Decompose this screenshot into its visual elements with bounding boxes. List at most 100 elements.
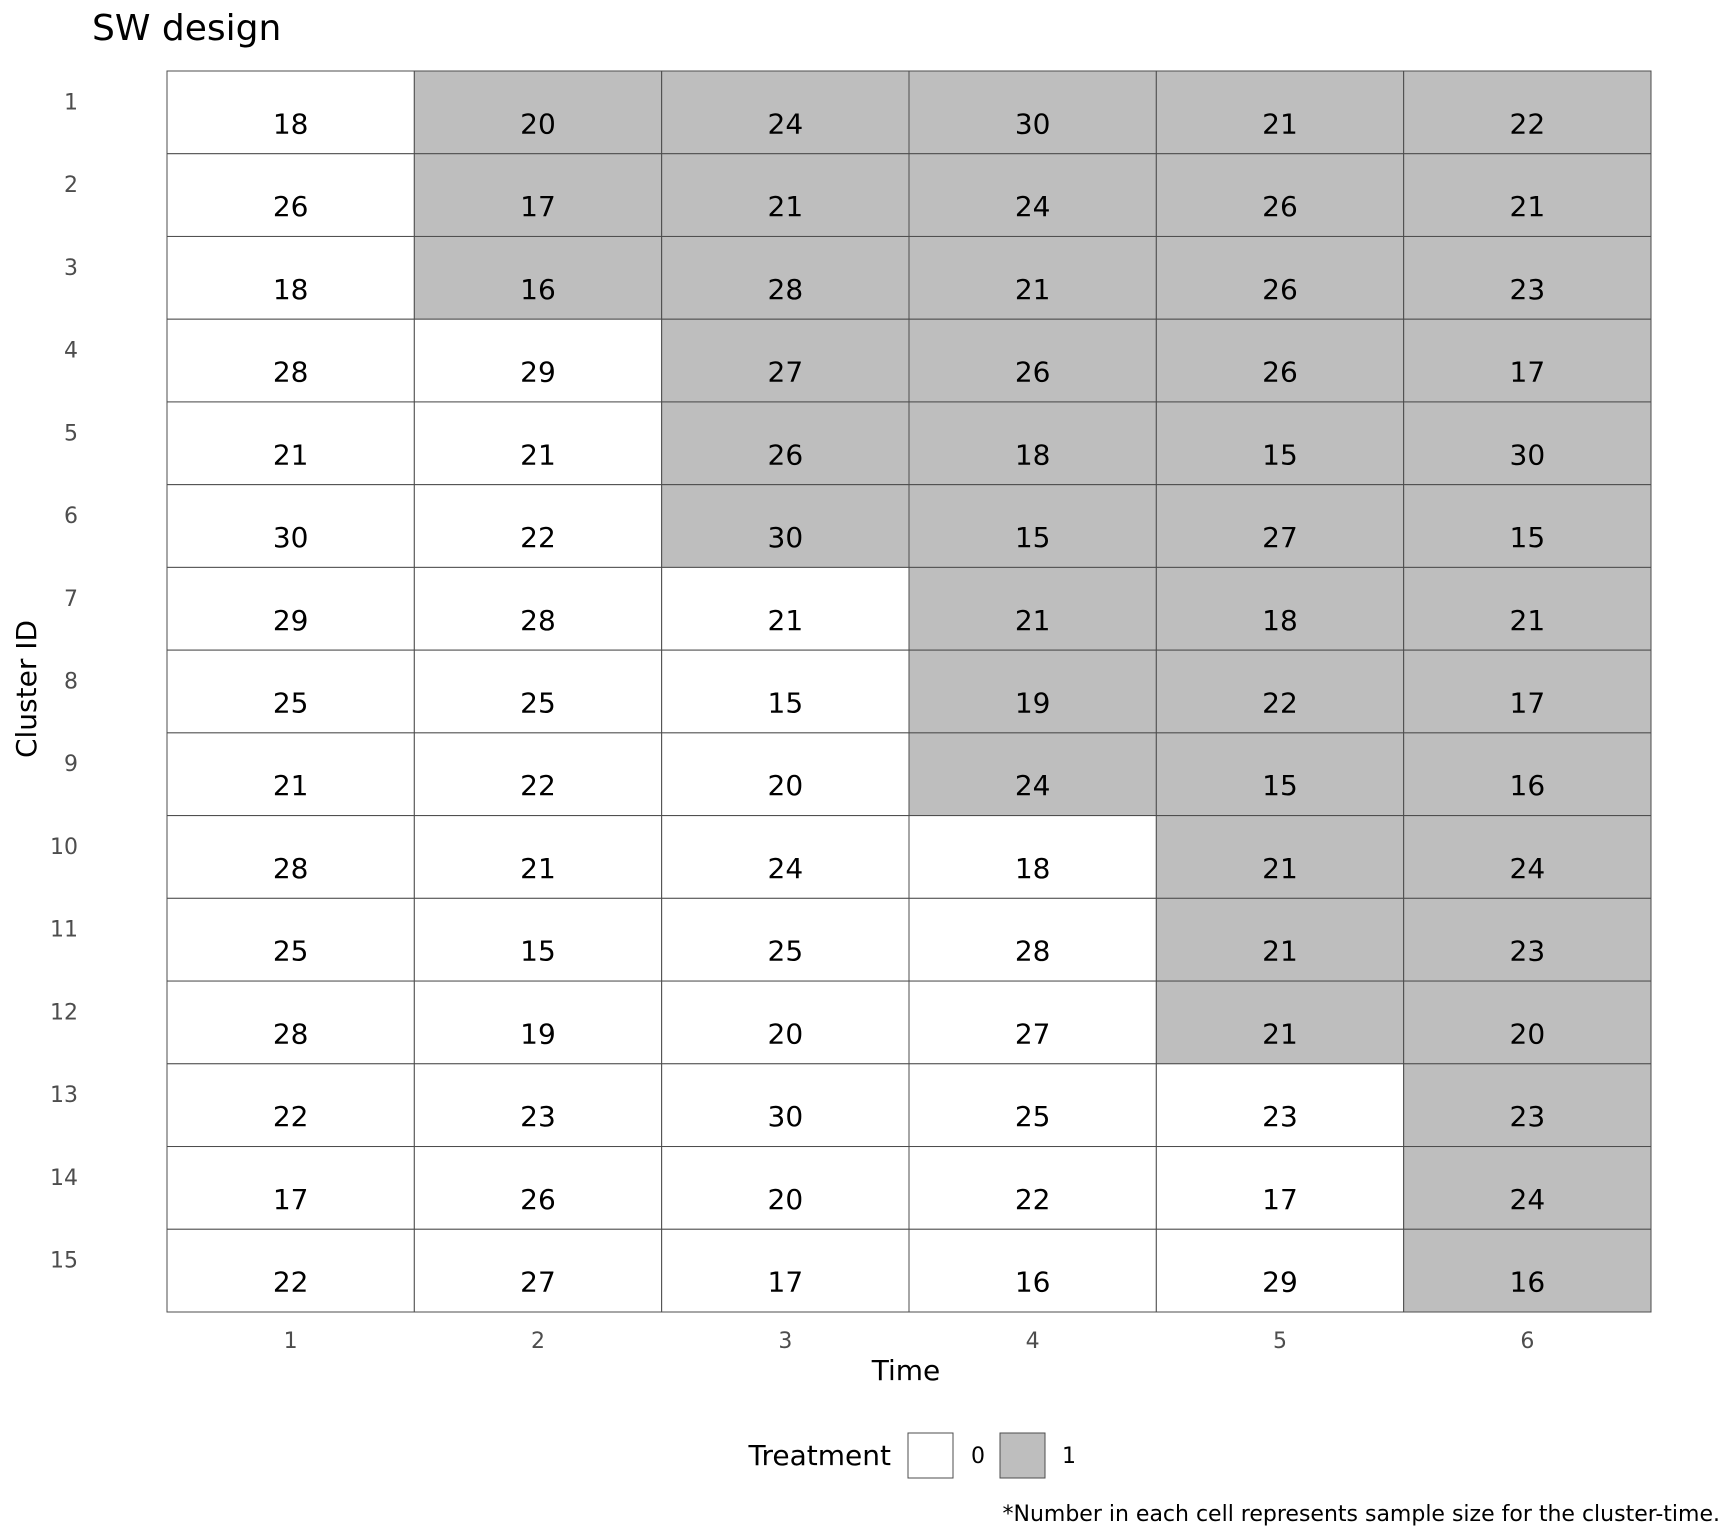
cell-value-label: 27 xyxy=(768,356,804,389)
heatmap-cell-r10-c2 xyxy=(413,815,663,899)
cell-value-label: 30 xyxy=(768,521,804,554)
cell-value-label: 23 xyxy=(520,1100,556,1133)
cell-value-label: 21 xyxy=(1262,1017,1298,1050)
heatmap-cell-r10-c5 xyxy=(1155,815,1405,899)
cell-value-label: 17 xyxy=(1510,687,1546,720)
cell-value-label: 16 xyxy=(1015,1266,1051,1299)
cell-value-label: 21 xyxy=(1510,604,1546,637)
cell-value-label: 22 xyxy=(1262,687,1298,720)
cell-value-label: 17 xyxy=(273,1183,309,1216)
cell-value-label: 22 xyxy=(520,521,556,554)
cell-value-label: 28 xyxy=(273,1017,309,1050)
heatmap-cell-r7-c1 xyxy=(166,566,415,651)
cell-value-label: 23 xyxy=(1510,935,1546,968)
cell-value-label: 21 xyxy=(1015,273,1051,306)
cell-value-label: 27 xyxy=(1262,521,1298,554)
cell-value-label: 26 xyxy=(1262,190,1298,223)
cell-value-label: 30 xyxy=(768,1100,804,1133)
cell-value-label: 28 xyxy=(273,356,309,389)
heatmap-cell-r13-c4 xyxy=(908,1063,1157,1148)
heatmap-cell-r8-c6 xyxy=(1403,649,1652,734)
heatmap-cell-r9-c2 xyxy=(413,732,663,817)
heatmap-cell-r11-c2 xyxy=(413,897,663,982)
heatmap-cell-r14-c5 xyxy=(1155,1146,1405,1230)
cell-value-label: 17 xyxy=(1510,356,1546,389)
cell-value-label: 26 xyxy=(520,1183,556,1216)
cell-value-label: 30 xyxy=(1015,107,1051,140)
cell-value-label: 21 xyxy=(1510,190,1546,223)
heatmap-cell-r8-c5 xyxy=(1155,649,1405,734)
heatmap-cell-r7-c2 xyxy=(413,566,663,651)
y-tick-label: 5 xyxy=(64,421,78,446)
heatmap-cells: 18 20 24 30 21 22 26 17 21 24 26 21 18 16 28 21 26 23 28 29… xyxy=(166,70,1652,1313)
heatmap-cell-r12-c2 xyxy=(413,980,663,1065)
x-tick-label: 2 xyxy=(531,1329,545,1354)
heatmap-cell-r3-c4 xyxy=(908,235,1157,320)
cell-value-label: 24 xyxy=(1015,190,1051,223)
cell-value-label: 19 xyxy=(520,1017,556,1050)
y-tick-label: 2 xyxy=(64,173,78,198)
cell-value-label: 16 xyxy=(1510,769,1546,802)
heatmap-cell-r13-c6 xyxy=(1403,1063,1652,1148)
cell-value-label: 17 xyxy=(520,190,556,223)
cell-value-label: 18 xyxy=(1015,852,1051,885)
heatmap-cell-r4-c3 xyxy=(661,318,910,403)
heatmap-cell-r7-c6 xyxy=(1403,566,1652,651)
cell-value-label: 27 xyxy=(1015,1017,1051,1050)
heatmap-cell-r12-c5 xyxy=(1155,980,1405,1065)
legend-label-1: 1 xyxy=(1062,1444,1076,1469)
x-axis-label: Time xyxy=(871,1354,941,1387)
heatmap-cell-r14-c4 xyxy=(908,1146,1157,1230)
cell-value-label: 15 xyxy=(1510,521,1546,554)
heatmap-cell-r1-c5 xyxy=(1155,70,1405,155)
cell-value-label: 30 xyxy=(273,521,309,554)
heatmap-cell-r12-c1 xyxy=(166,980,415,1065)
cell-value-label: 21 xyxy=(768,190,804,223)
y-axis-label: Cluster ID xyxy=(10,620,43,758)
cell-value-label: 18 xyxy=(1015,438,1051,471)
heatmap-cell-r3-c2 xyxy=(413,235,663,320)
heatmap-cell-r8-c4 xyxy=(908,649,1157,734)
heatmap-cell-r9-c3 xyxy=(661,732,910,817)
cell-value-label: 26 xyxy=(1262,356,1298,389)
cell-value-label: 30 xyxy=(1510,438,1546,471)
y-tick-label: 9 xyxy=(64,752,78,777)
cell-value-label: 21 xyxy=(1262,935,1298,968)
heatmap-cell-r14-c6 xyxy=(1403,1146,1652,1230)
cell-value-label: 27 xyxy=(520,1266,556,1299)
cell-value-label: 25 xyxy=(273,687,309,720)
heatmap-cell-r5-c4 xyxy=(908,401,1157,486)
cell-value-label: 15 xyxy=(1262,769,1298,802)
legend-title: Treatment xyxy=(748,1439,891,1472)
heatmap-cell-r15-c2 xyxy=(413,1228,663,1313)
heatmap-cell-r5-c3 xyxy=(661,401,910,486)
cell-value-label: 24 xyxy=(1015,769,1051,802)
heatmap-cell-r7-c3 xyxy=(661,566,910,651)
cell-value-label: 29 xyxy=(1262,1266,1298,1299)
heatmap-cell-r12-c4 xyxy=(908,980,1157,1065)
x-tick-label: 1 xyxy=(284,1329,298,1354)
cell-value-label: 28 xyxy=(520,604,556,637)
y-tick-label: 4 xyxy=(64,339,78,364)
cell-value-label: 20 xyxy=(768,1017,804,1050)
heatmap-cell-r11-c4 xyxy=(908,897,1157,982)
heatmap-cell-r4-c6 xyxy=(1403,318,1652,403)
y-tick-label: 15 xyxy=(50,1249,78,1274)
heatmap-cell-r1-c6 xyxy=(1403,70,1652,155)
cell-value-label: 25 xyxy=(273,935,309,968)
heatmap-cell-r11-c1 xyxy=(166,897,415,982)
cell-value-label: 29 xyxy=(520,356,556,389)
cell-value-label: 21 xyxy=(520,438,556,471)
cell-value-label: 15 xyxy=(520,935,556,968)
cell-value-label: 21 xyxy=(1262,107,1298,140)
heatmap-cell-r10-c3 xyxy=(661,815,910,899)
cell-value-label: 17 xyxy=(1262,1183,1298,1216)
y-tick-label: 7 xyxy=(64,587,78,612)
cell-value-label: 22 xyxy=(273,1100,309,1133)
heatmap-cell-r15-c4 xyxy=(908,1228,1157,1313)
heatmap-cell-r15-c3 xyxy=(661,1228,910,1313)
cell-value-label: 26 xyxy=(273,190,309,223)
chart-title: SW design xyxy=(92,8,281,49)
